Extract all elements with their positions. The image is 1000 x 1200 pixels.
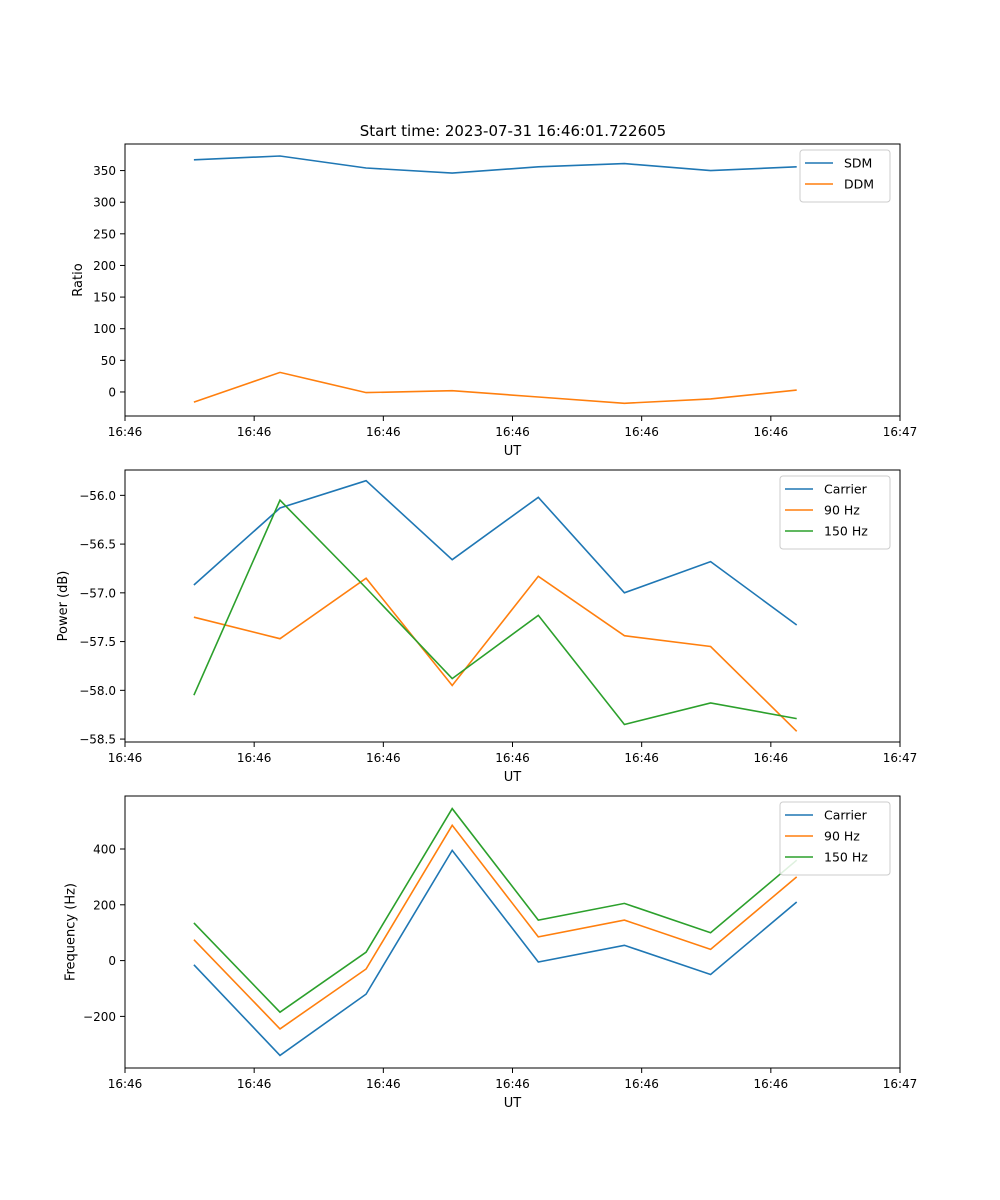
x-tick-label: 16:46 [754,751,789,765]
y-axis-label: Ratio [71,263,86,296]
figure-title: Start time: 2023-07-31 16:46:01.722605 [360,122,666,140]
legend-label: Carrier [824,482,868,497]
x-tick-label: 16:46 [495,1077,530,1091]
y-tick-label: 0 [108,385,116,399]
x-tick-label: 16:46 [754,1077,789,1091]
legend-label: DDM [844,177,874,192]
legend: Carrier 90 Hz 150 Hz [779,475,891,550]
x-tick-label: 16:46 [108,425,143,439]
legend-label: Carrier [824,808,868,823]
legend-label: 150 Hz [824,850,868,865]
y-tick-label: −58.0 [79,684,116,698]
x-tick-label: 16:46 [108,751,143,765]
series-line-90-hz [193,575,798,732]
legend: Carrier 90 Hz 150 Hz [779,801,891,876]
series-line-150-hz [193,498,797,726]
x-tick-label: 16:46 [366,751,401,765]
y-tick-label: −57.5 [79,635,116,649]
x-tick-label: 16:46 [495,751,530,765]
x-tick-label: 16:46 [624,751,659,765]
x-tick-label: 16:46 [237,751,272,765]
y-tick-label: −200 [83,1010,116,1024]
y-tick-label: −56.0 [79,489,116,503]
y-tick-label: 150 [93,291,116,305]
legend-label: 90 Hz [824,503,860,518]
x-tick-label: 16:46 [237,425,272,439]
y-tick-label: 250 [93,227,116,241]
plot-frame [124,143,901,417]
y-tick-label: −58.5 [79,733,116,747]
series-line-sdm [193,155,797,174]
series-line-ddm [193,371,797,405]
y-tick-label: 200 [93,259,116,273]
legend: SDM DDM [799,149,891,203]
x-tick-label: 16:46 [754,425,789,439]
y-tick-label: −56.5 [79,538,116,552]
y-axis-label: Frequency (Hz) [64,883,79,981]
plot-frame [124,795,901,1069]
x-tick-label: 16:46 [108,1077,143,1091]
y-tick-label: 100 [93,322,116,336]
series-line-carrier [193,848,798,1057]
y-tick-label: 50 [101,354,116,368]
x-tick-label: 16:46 [624,1077,659,1091]
legend-label: 90 Hz [824,829,860,844]
x-tick-label: 16:46 [366,1077,401,1091]
series-line-150-hz [193,807,798,1014]
x-tick-label: 16:46 [237,1077,272,1091]
x-tick-label: 16:47 [883,1077,918,1091]
legend-label: 150 Hz [824,524,868,539]
series-line-carrier [193,479,798,626]
y-tick-label: −57.0 [79,586,116,600]
x-tick-label: 16:46 [624,425,659,439]
x-tick-label: 16:47 [883,425,918,439]
y-tick-label: 350 [93,164,116,178]
y-tick-label: 400 [93,843,116,857]
y-tick-label: 300 [93,196,116,210]
chart-panel-1: 16:46 16:46 16:46 16:46 16:46 16:46 16:47 UT 0 50… [71,143,918,459]
y-tick-label: 200 [93,898,116,912]
x-tick-label: 16:46 [366,425,401,439]
legend-label: SDM [844,156,872,171]
series-line-90-hz [193,823,798,1030]
x-axis-label: UT [504,770,522,785]
x-axis-label: UT [504,444,522,459]
x-tick-label: 16:46 [495,425,530,439]
x-axis-label: UT [504,1096,522,1111]
y-tick-label: 0 [108,954,116,968]
chart-panel-2: 16:46 16:46 16:46 16:46 16:46 16:46 16:47 UT −58… [56,469,918,785]
y-axis-label: Power (dB) [56,571,71,642]
chart-panel-3: 16:46 16:46 16:46 16:46 16:46 16:46 16:47 UT −20… [64,795,918,1111]
x-tick-label: 16:47 [883,751,918,765]
